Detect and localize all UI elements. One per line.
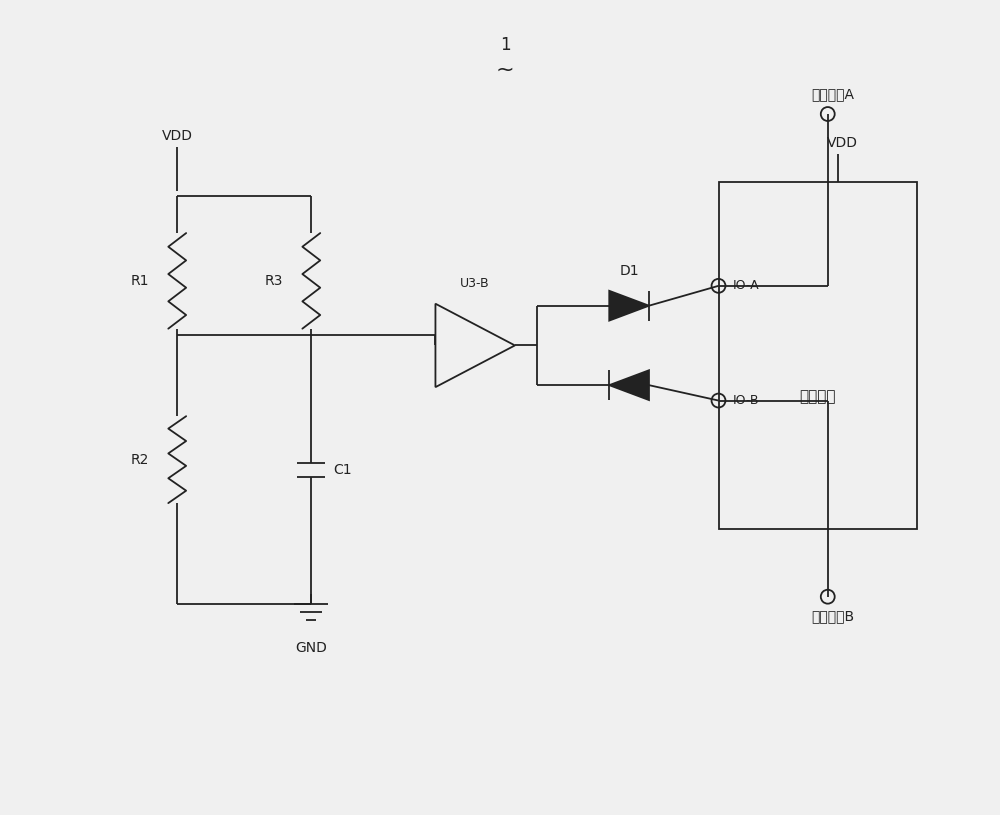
Text: 数控芯片: 数控芯片	[800, 390, 836, 404]
Text: 逻辑控制A: 逻辑控制A	[811, 87, 854, 101]
Bar	[719, 182, 917, 529]
Circle shape	[712, 394, 725, 408]
Text: VDD: VDD	[162, 129, 193, 143]
Polygon shape	[609, 370, 649, 400]
Text: R1: R1	[131, 274, 149, 288]
Text: IO-B: IO-B	[732, 394, 759, 407]
Text: C1: C1	[333, 463, 352, 477]
Text: U3-B: U3-B	[460, 277, 490, 290]
Polygon shape	[609, 291, 649, 320]
Text: R3: R3	[265, 274, 283, 288]
Text: R2: R2	[131, 452, 149, 467]
Text: GND: GND	[295, 641, 327, 655]
Text: 1: 1	[500, 37, 510, 55]
Text: 逻辑控制B: 逻辑控制B	[811, 610, 854, 623]
Text: ~: ~	[496, 59, 514, 79]
Circle shape	[712, 279, 725, 293]
Text: D1: D1	[619, 264, 639, 278]
Text: VDD: VDD	[827, 136, 858, 150]
Text: IO-A: IO-A	[732, 280, 759, 293]
